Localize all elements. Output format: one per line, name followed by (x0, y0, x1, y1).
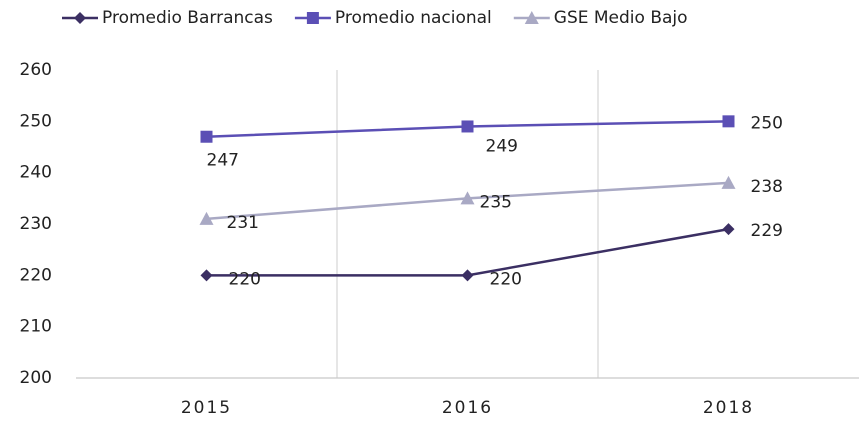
data-label: 235 (480, 192, 512, 212)
x-tick-label: 2018 (703, 398, 754, 418)
y-tick-label: 230 (20, 214, 52, 234)
marker (461, 269, 474, 282)
y-tick-label: 210 (20, 317, 52, 337)
marker (74, 12, 86, 24)
data-label: 250 (751, 113, 783, 133)
x-tick-label: 2015 (181, 398, 232, 418)
legend-label: Promedio nacional (335, 8, 492, 28)
marker (461, 120, 474, 133)
legend-label: GSE Medio Bajo (554, 8, 688, 28)
series-line (206, 227, 729, 277)
data-label: 238 (751, 177, 783, 197)
marker (722, 115, 735, 128)
marker (721, 175, 736, 189)
y-tick-label: 200 (20, 368, 52, 388)
data-label: 247 (207, 151, 239, 171)
marker (722, 223, 735, 236)
marker (460, 191, 475, 205)
data-label: 220 (229, 269, 261, 289)
y-tick-label: 250 (20, 111, 52, 131)
marker (200, 269, 213, 282)
data-label: 249 (486, 136, 518, 156)
data-label: 220 (490, 269, 522, 289)
data-label: 231 (227, 213, 259, 233)
y-tick-label: 220 (20, 265, 52, 285)
y-tick-label: 260 (20, 60, 52, 80)
marker (200, 130, 213, 143)
y-tick-label: 240 (20, 163, 52, 183)
marker (306, 12, 319, 24)
data-label: 229 (751, 221, 783, 241)
x-tick-label: 2016 (442, 398, 493, 418)
legend-label: Promedio Barrancas (102, 8, 273, 28)
marker (199, 211, 214, 225)
marker (524, 11, 539, 24)
